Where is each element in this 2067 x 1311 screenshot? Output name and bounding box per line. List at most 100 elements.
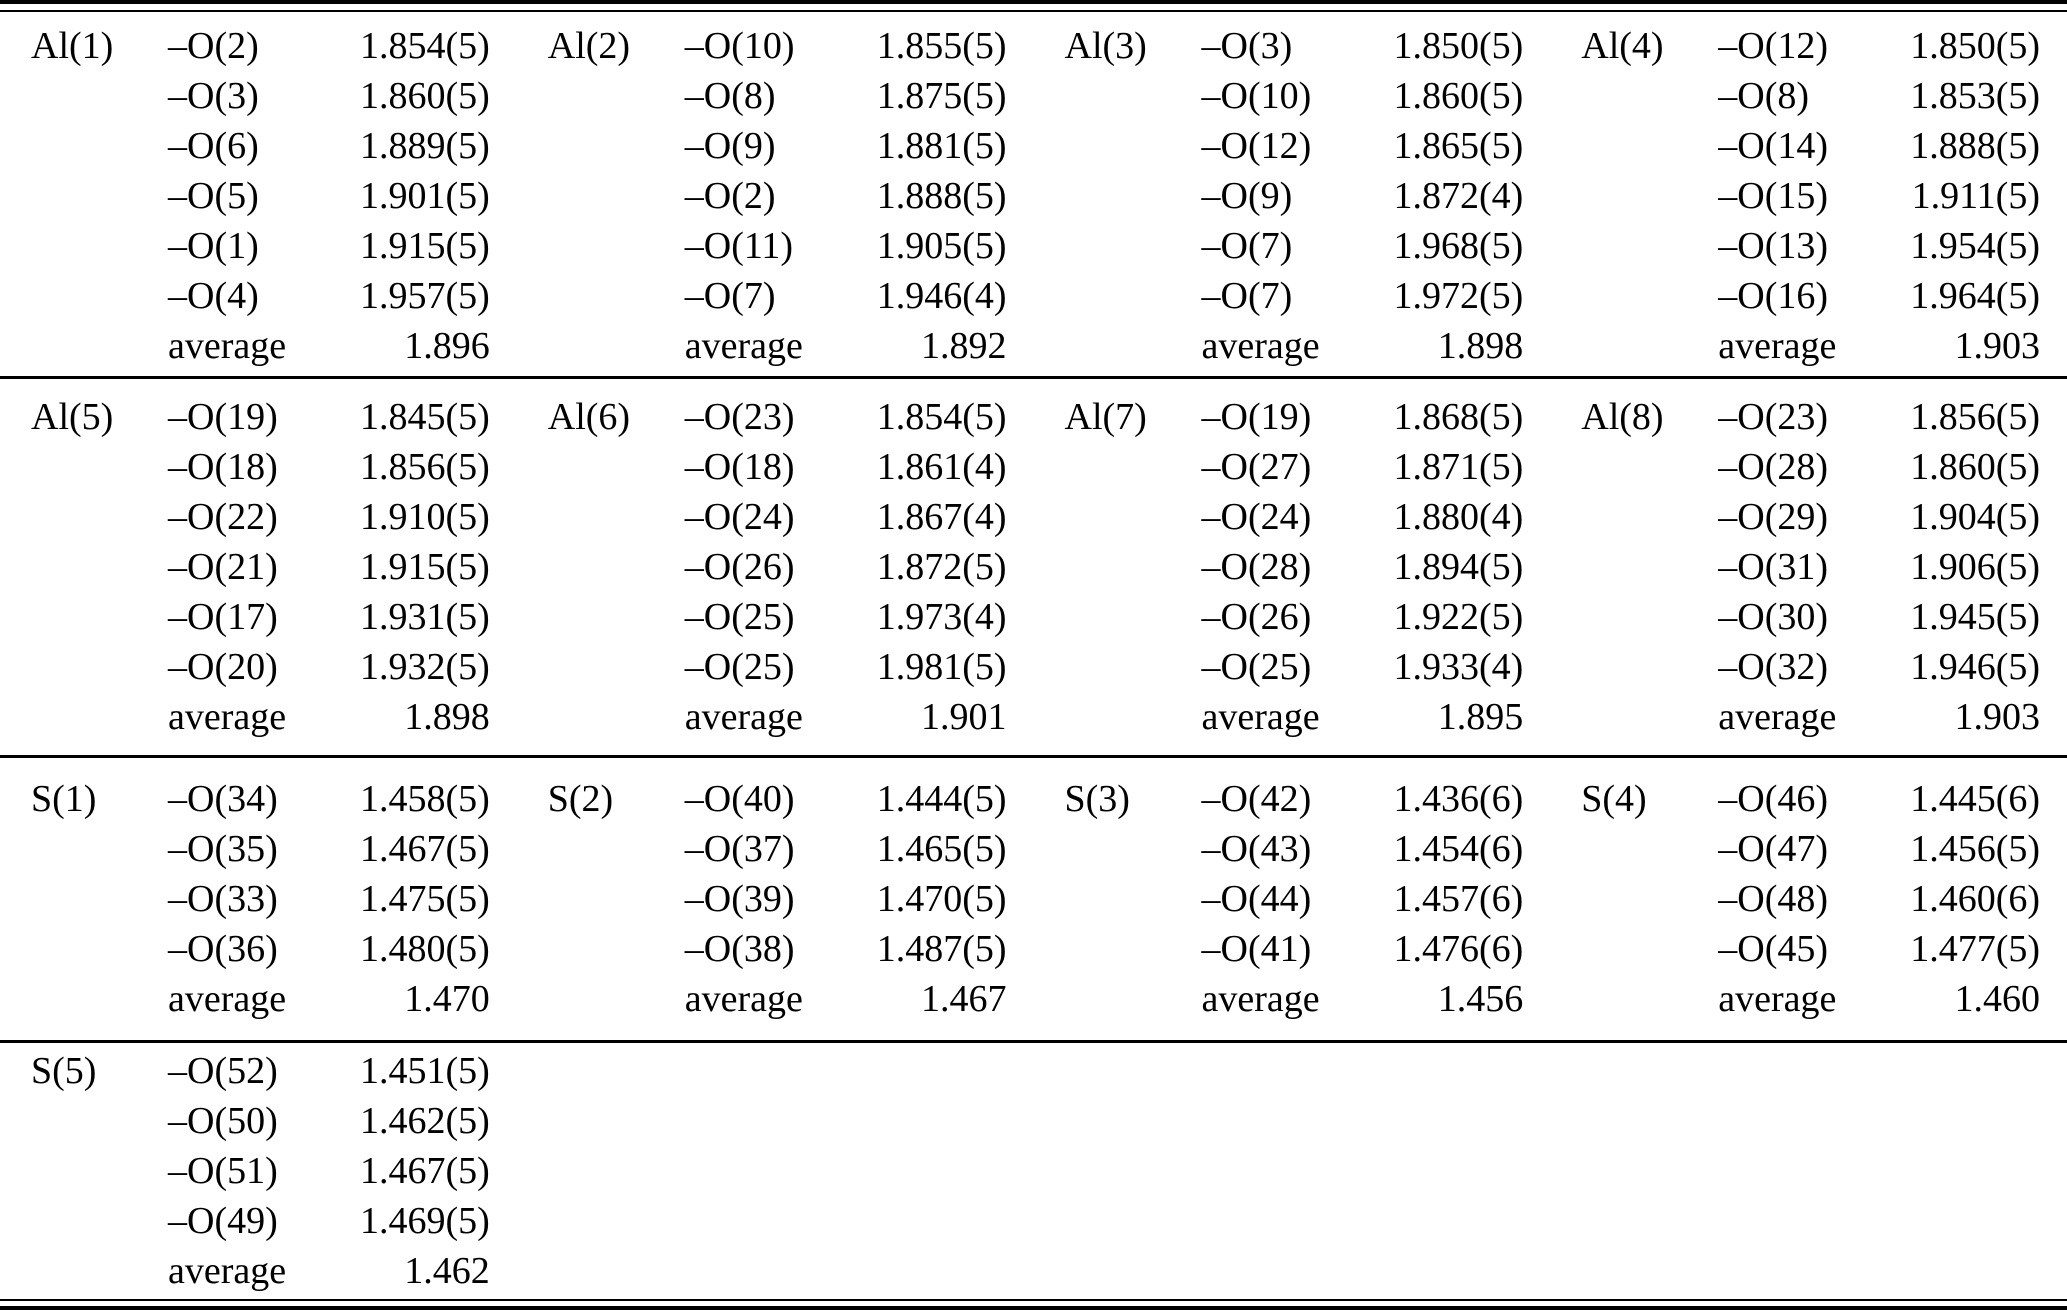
- bond-length: 1.888(5): [1910, 125, 2040, 167]
- average-label: average: [684, 696, 803, 738]
- atom-label-spacer: [517, 442, 685, 492]
- atom-label-spacer: [1550, 221, 1718, 271]
- bond-partner: –O(38): [684, 928, 795, 970]
- bond-partner: –O(8): [684, 75, 776, 117]
- bond-length: 1.932(5): [359, 646, 490, 688]
- atom-entry: S(5) –O(52) 1.451(5) –O(50) 1.462(5) –O(51) 1.…: [0, 1046, 517, 1296]
- bond-row: –O(21) 1.915(5): [0, 542, 517, 592]
- average-label: average: [1201, 325, 1320, 367]
- bond-length: 1.470(5): [876, 878, 1007, 920]
- atom-label-spacer: [0, 1196, 168, 1246]
- atom-label: S(4): [1581, 778, 1647, 820]
- bond-partner: –O(24): [684, 496, 795, 538]
- bond-row: –O(9) 1.872(4): [1034, 171, 1551, 221]
- bond-row: –O(33) 1.475(5): [0, 874, 517, 924]
- atom-label-spacer: [517, 221, 685, 271]
- bond-partner: –O(5): [168, 175, 259, 217]
- bond-row: Al(3) –O(3) 1.850(5): [1034, 21, 1551, 71]
- bond-partner: –O(41): [1201, 928, 1312, 970]
- atom-entry: Al(3) –O(3) 1.850(5) –O(10) 1.860(5) –O(12) 1.…: [1034, 21, 1551, 371]
- bond-row: –O(28) 1.894(5): [1034, 542, 1551, 592]
- bond-length: 1.915(5): [359, 225, 490, 267]
- bond-row: –O(28) 1.860(5): [1550, 442, 2067, 492]
- bond-partner: –O(23): [684, 396, 795, 438]
- atom-label-spacer: [517, 924, 685, 974]
- atom-label: S(1): [31, 778, 97, 820]
- average-label: average: [1201, 978, 1320, 1020]
- average-value: 1.901: [921, 696, 1007, 738]
- bond-partner: –O(18): [168, 446, 278, 488]
- average-row: average 1.456: [1034, 974, 1551, 1024]
- bond-length: 1.881(5): [876, 125, 1007, 167]
- bond-length: 1.854(5): [359, 25, 490, 67]
- bond-row: –O(7) 1.972(5): [1034, 271, 1551, 321]
- bond-partner: –O(17): [168, 596, 278, 638]
- bond-row: –O(24) 1.867(4): [517, 492, 1034, 542]
- bond-row: –O(26) 1.922(5): [1034, 592, 1551, 642]
- atom-label-spacer: [1550, 542, 1718, 592]
- table-band: Al(1) –O(2) 1.854(5) –O(3) 1.860(5) –O(6) 1.88…: [0, 12, 2067, 376]
- bond-length: 1.456(5): [1910, 828, 2040, 870]
- average-label: average: [168, 978, 287, 1020]
- table-section-rule: [0, 1040, 2067, 1043]
- atom-label-spacer: [1550, 824, 1718, 874]
- bond-partner: –O(16): [1718, 275, 1829, 317]
- bond-partner: –O(30): [1718, 596, 1829, 638]
- table-top-rule-thin: [0, 10, 2067, 12]
- average-value: 1.470: [404, 978, 490, 1020]
- atom-label-spacer: [1034, 271, 1202, 321]
- atom-label-spacer: [0, 1146, 168, 1196]
- average-label: average: [168, 325, 287, 367]
- bond-row: –O(25) 1.973(4): [517, 592, 1034, 642]
- bond-partner: –O(37): [684, 828, 795, 870]
- bond-partner: –O(26): [1201, 596, 1312, 638]
- bond-length: 1.445(6): [1910, 778, 2040, 820]
- atom-label-spacer: [517, 121, 685, 171]
- bond-partner: –O(47): [1718, 828, 1829, 870]
- bond-length: 1.850(5): [1393, 25, 1524, 67]
- atom-entry: Al(1) –O(2) 1.854(5) –O(3) 1.860(5) –O(6) 1.88…: [0, 21, 517, 371]
- bond-row: Al(6) –O(23) 1.854(5): [517, 392, 1034, 442]
- bond-partner: –O(28): [1201, 546, 1312, 588]
- empty-entry: [1034, 1046, 1551, 1296]
- atom-entry: Al(8) –O(23) 1.856(5) –O(28) 1.860(5) –O(29) 1…: [1550, 392, 2067, 742]
- bond-length: 1.981(5): [876, 646, 1007, 688]
- bond-length: 1.946(4): [876, 275, 1007, 317]
- average-row: average 1.898: [0, 692, 517, 742]
- bond-row: S(5) –O(52) 1.451(5): [0, 1046, 517, 1096]
- average-row: average 1.467: [517, 974, 1034, 1024]
- bond-length: 1.467(5): [359, 1150, 490, 1192]
- bond-row: –O(7) 1.946(4): [517, 271, 1034, 321]
- atom-label-spacer: [517, 492, 685, 542]
- bond-row: Al(4) –O(12) 1.850(5): [1550, 21, 2067, 71]
- bond-length: 1.487(5): [876, 928, 1007, 970]
- atom-label-spacer: [0, 592, 168, 642]
- bond-row: –O(12) 1.865(5): [1034, 121, 1551, 171]
- bond-length: 1.856(5): [1910, 396, 2040, 438]
- average-value: 1.895: [1437, 696, 1524, 738]
- bond-row: –O(17) 1.931(5): [0, 592, 517, 642]
- atom-label-spacer: [0, 492, 168, 542]
- average-value: 1.462: [404, 1250, 490, 1292]
- bond-row: –O(18) 1.861(4): [517, 442, 1034, 492]
- atom-label: S(2): [547, 778, 614, 820]
- atom-label-spacer: [0, 1246, 168, 1296]
- bond-partner: –O(19): [168, 396, 278, 438]
- bond-length: 1.460(6): [1910, 878, 2040, 920]
- bond-partner: –O(23): [1718, 396, 1829, 438]
- bond-partner: –O(35): [168, 828, 278, 870]
- bond-row: Al(5) –O(19) 1.845(5): [0, 392, 517, 442]
- bond-row: S(4) –O(46) 1.445(6): [1550, 774, 2067, 824]
- atom-label-spacer: [1550, 442, 1718, 492]
- bond-length: 1.872(4): [1393, 175, 1524, 217]
- bond-partner: –O(48): [1718, 878, 1829, 920]
- atom-label-spacer: [0, 171, 168, 221]
- bond-row: –O(3) 1.860(5): [0, 71, 517, 121]
- bond-row: –O(50) 1.462(5): [0, 1096, 517, 1146]
- bond-row: Al(7) –O(19) 1.868(5): [1034, 392, 1551, 442]
- bond-partner: –O(2): [168, 25, 259, 67]
- atom-label-spacer: [1550, 642, 1718, 692]
- atom-label-spacer: [517, 592, 685, 642]
- bond-length: 1.954(5): [1910, 225, 2040, 267]
- average-label: average: [1718, 978, 1837, 1020]
